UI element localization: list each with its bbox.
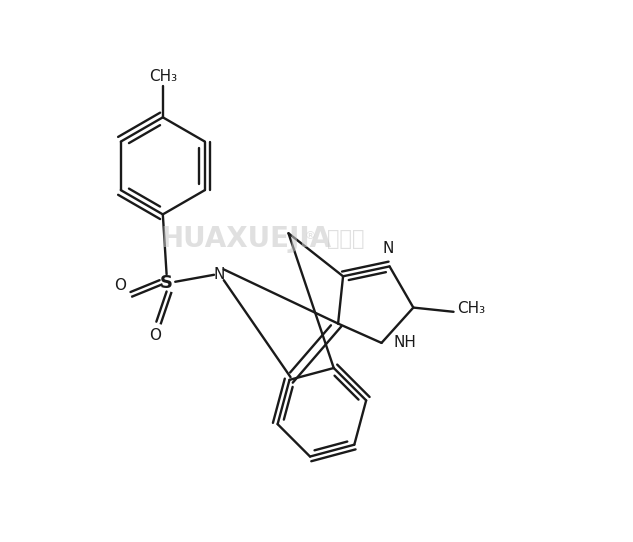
Text: N: N	[383, 241, 394, 256]
Text: CH₃: CH₃	[149, 69, 177, 84]
Text: CH₃: CH₃	[457, 301, 485, 316]
Text: S: S	[160, 274, 173, 292]
Text: ®: ®	[304, 231, 315, 241]
Text: 化学加: 化学加	[327, 229, 365, 249]
Text: HUAXUEJIA: HUAXUEJIA	[161, 224, 332, 253]
Text: NH: NH	[393, 335, 417, 351]
Text: O: O	[149, 328, 161, 343]
Text: N: N	[214, 267, 225, 282]
Text: O: O	[114, 278, 126, 293]
